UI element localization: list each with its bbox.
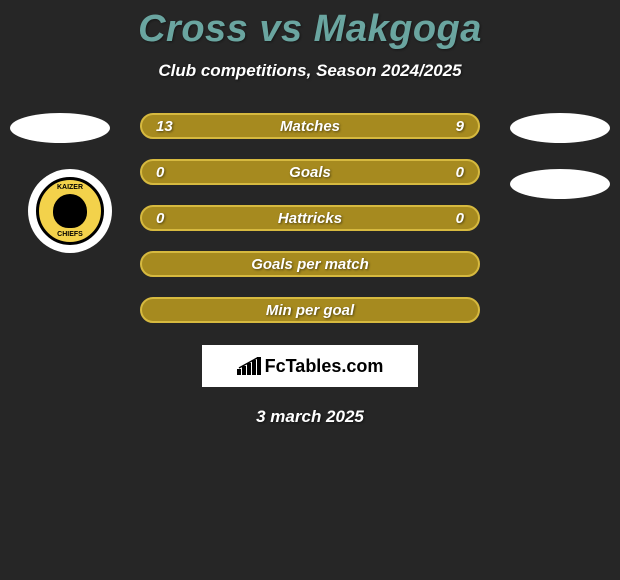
content-wrapper: Cross vs Makgoga Club competitions, Seas… (0, 0, 620, 427)
stat-label: Hattricks (278, 210, 342, 227)
date-label: 3 march 2025 (256, 407, 364, 427)
club-badge: KAIZER CHIEFS (28, 169, 112, 253)
stat-row: Min per goal (140, 297, 480, 323)
right-player-markers (510, 113, 610, 199)
stat-label: Goals (289, 164, 331, 181)
player-oval (510, 113, 610, 143)
stat-left-value: 0 (156, 210, 180, 227)
player-oval (510, 169, 610, 199)
stat-label: Min per goal (266, 302, 354, 319)
stat-label: Goals per match (251, 256, 369, 273)
club-badge-top-text: KAIZER (57, 184, 83, 191)
site-badge-text: FcTables.com (265, 356, 384, 377)
club-badge-inner: KAIZER CHIEFS (36, 177, 104, 245)
stat-right-value: 9 (440, 118, 464, 135)
left-player-markers (10, 113, 110, 143)
bars-icon (237, 357, 261, 375)
player-oval (10, 113, 110, 143)
stat-row: 0 Hattricks 0 (140, 205, 480, 231)
stats-area: KAIZER CHIEFS 13 Matches 9 0 Goals 0 0 Hattrick… (0, 113, 620, 323)
stat-right-value: 0 (440, 210, 464, 227)
page-title: Cross vs Makgoga (138, 8, 482, 51)
subtitle: Club competitions, Season 2024/2025 (158, 61, 461, 81)
stat-rows: 13 Matches 9 0 Goals 0 0 Hattricks 0 Goals per ma… (140, 113, 480, 323)
stat-label: Matches (280, 118, 340, 135)
stat-left-value: 0 (156, 164, 180, 181)
stat-row: 13 Matches 9 (140, 113, 480, 139)
stat-row: Goals per match (140, 251, 480, 277)
stat-row: 0 Goals 0 (140, 159, 480, 185)
stat-right-value: 0 (440, 164, 464, 181)
stat-left-value: 13 (156, 118, 180, 135)
site-badge: FcTables.com (202, 345, 418, 387)
club-badge-head-icon (53, 194, 87, 228)
club-badge-bottom-text: CHIEFS (57, 231, 83, 238)
